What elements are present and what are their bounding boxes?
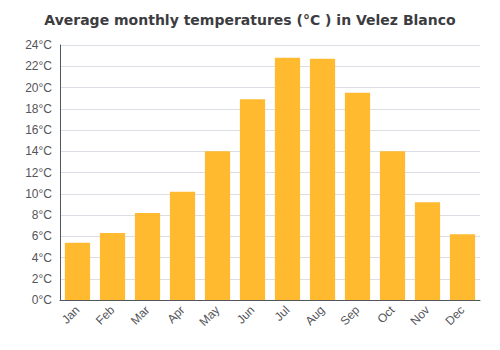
svg-text:May: May [197,303,223,329]
svg-text:22°C: 22°C [25,59,52,73]
svg-text:Jul: Jul [272,303,293,324]
svg-text:24°C: 24°C [25,38,52,52]
svg-text:4°C: 4°C [32,251,52,265]
svg-text:2°C: 2°C [32,272,52,286]
svg-text:12°C: 12°C [25,166,52,180]
svg-text:20°C: 20°C [25,81,52,95]
svg-text:Sep: Sep [337,303,362,328]
svg-text:10°C: 10°C [25,187,52,201]
svg-text:Oct: Oct [374,303,398,327]
svg-text:0°C: 0°C [32,293,52,307]
svg-text:6°C: 6°C [32,229,52,243]
svg-text:Jan: Jan [59,303,83,327]
svg-text:Average monthly temperatures (: Average monthly temperatures (°C ) in Ve… [44,12,456,28]
svg-text:Nov: Nov [407,303,432,328]
svg-text:Apr: Apr [164,303,187,326]
svg-text:Feb: Feb [93,303,118,328]
svg-text:14°C: 14°C [25,144,52,158]
svg-text:Dec: Dec [442,303,467,328]
svg-text:Jun: Jun [234,303,258,327]
svg-text:16°C: 16°C [25,123,52,137]
svg-text:18°C: 18°C [25,102,52,116]
svg-text:Aug: Aug [302,303,327,328]
svg-text:8°C: 8°C [32,208,52,222]
svg-text:Mar: Mar [128,303,153,327]
